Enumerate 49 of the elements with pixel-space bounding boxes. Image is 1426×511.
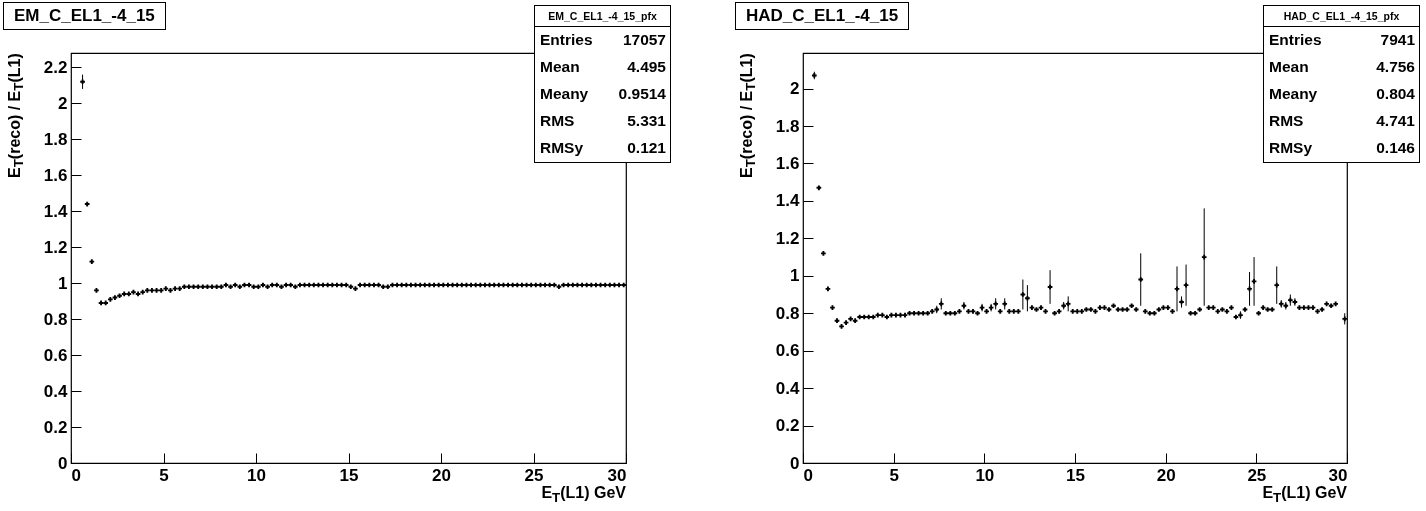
y-tick-label: 0.8: [775, 303, 800, 323]
y-tick-label: 1.2: [43, 237, 68, 257]
text: RMSy 0.121: [540, 139, 666, 156]
x-tick-label: 25: [524, 465, 544, 485]
y-tick-label: 0.2: [775, 416, 800, 436]
y-tick-label: 1.4: [43, 201, 69, 221]
y-tick-label: 1.8: [43, 129, 68, 149]
x-tick-label: 20: [1156, 465, 1176, 485]
y-tick-label: 1.6: [775, 153, 800, 173]
y-tick-label: 0.6: [775, 341, 800, 361]
x-tick-label: 5: [889, 465, 899, 485]
x-tick-label: 10: [247, 465, 266, 485]
chart-title: HAD_C_EL1_-4_15: [735, 2, 910, 30]
y-tick-label: 1.8: [775, 116, 800, 136]
x-axis-title: E$_{T}$(L1) GeV: [541, 484, 626, 506]
x-tick-label: 15: [1066, 465, 1085, 485]
x-tick-label: 15: [339, 465, 359, 485]
y-tick-label: 2: [58, 93, 68, 113]
text: HAD_C_EL1_-4_15_pfx: [1264, 6, 1419, 27]
text: Meany 0.9514: [540, 85, 666, 102]
y-tick-label: 0.2: [43, 417, 68, 437]
text: Entries 17057: [540, 31, 666, 48]
y-tick-label: 1.6: [43, 165, 68, 185]
y-tick-label: 0.4: [775, 378, 801, 398]
x-tick-label: 5: [159, 465, 169, 485]
y-tick-label: 1.4: [775, 191, 801, 211]
y-tick-label: 2.2: [43, 57, 68, 77]
text: RMS 5.331: [540, 112, 666, 129]
x-tick-label: 10: [975, 465, 995, 485]
text: EM_C_EL1_-4_15_pfx: [535, 6, 670, 27]
text: RMS 4.741: [1269, 112, 1415, 129]
x-tick-label: 30: [1328, 465, 1348, 485]
y-tick-label: 1: [790, 266, 800, 286]
y-tick-label: 0.6: [43, 345, 68, 365]
x-tick-label: 20: [432, 465, 451, 485]
text: Mean 4.756: [1269, 58, 1415, 75]
x-axis-title: E$_{T}$(L1) GeV: [1262, 484, 1347, 506]
text: Mean 4.495: [540, 58, 666, 75]
y-tick-label: 2: [790, 79, 800, 99]
chart-title: EM_C_EL1_-4_15: [3, 2, 166, 30]
x-tick-label: 25: [1247, 465, 1267, 485]
text: RMSy 0.146: [1269, 139, 1415, 156]
x-tick-label: 30: [607, 465, 627, 485]
y-tick-label: 1: [58, 273, 68, 293]
text: Meany 0.804: [1269, 85, 1415, 102]
y-tick-label: 1.2: [775, 228, 800, 248]
y-tick-label: 0.8: [43, 309, 68, 329]
y-tick-label: 0.4: [43, 381, 69, 401]
text: Entries 7941: [1269, 31, 1415, 48]
